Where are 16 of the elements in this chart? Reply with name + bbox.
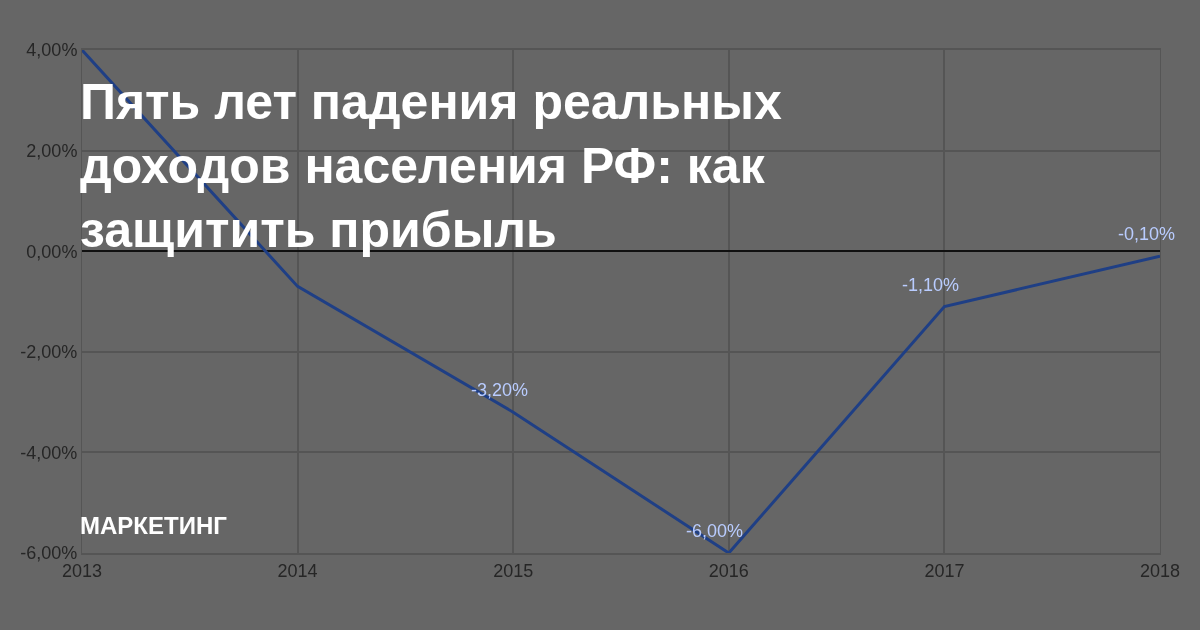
data-label: -0,10% [1118, 224, 1176, 244]
x-tick-label: 2018 [1139, 560, 1181, 581]
data-label: -6,00% [686, 521, 744, 541]
data-label: -3,20% [471, 380, 529, 400]
x-tick-label: 2017 [924, 560, 965, 581]
data-label: -1,10% [902, 275, 960, 295]
x-tick-label: 2015 [493, 560, 534, 581]
y-tick-label: 4,00% [26, 40, 78, 61]
annotation: МАРКЕТИНГ [80, 512, 227, 540]
y-tick-label: 2,00% [26, 140, 78, 161]
x-tick-label: 2016 [708, 560, 749, 581]
y-tick-label: -4,00% [20, 442, 78, 463]
y-tick-label: -2,00% [20, 342, 78, 363]
y-tick-label: 0,00% [26, 241, 78, 262]
x-tick-label: 2014 [277, 560, 318, 581]
text: Пять лет падения реальных доходов населения РФ: как защитить прибыль [80, 73, 783, 260]
